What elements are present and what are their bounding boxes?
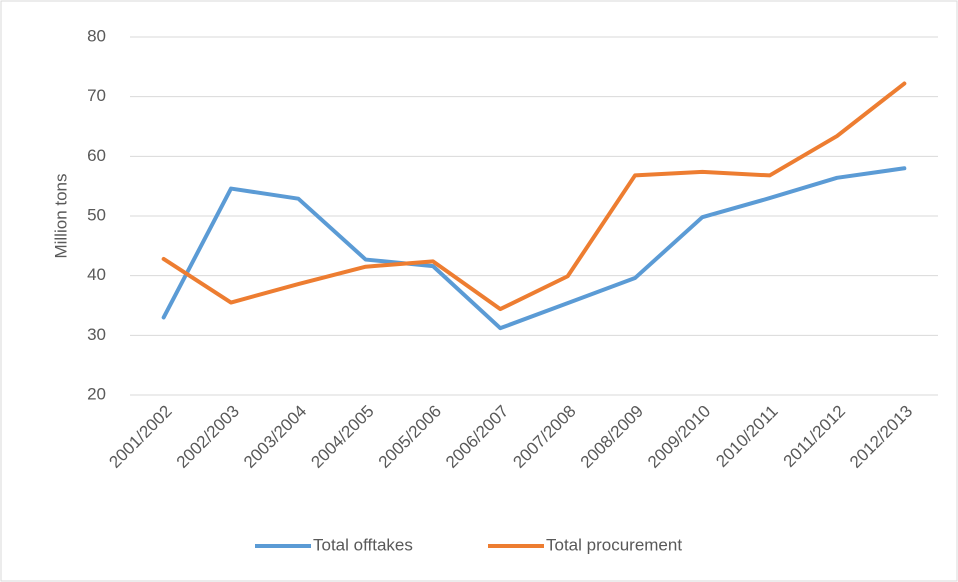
y-tick-label: 80: [87, 26, 106, 45]
series-line: [161, 166, 907, 331]
y-tick-label: 60: [87, 146, 106, 165]
y-tick-label: 40: [87, 265, 106, 284]
y-tick-label: 20: [87, 384, 106, 403]
legend-label: Total offtakes: [313, 535, 413, 554]
y-tick-label: 50: [87, 205, 106, 224]
legend-label: Total procurement: [546, 535, 682, 554]
y-axis-label: Million tons: [51, 173, 70, 258]
y-tick-label: 70: [87, 86, 106, 105]
y-tick-label: 30: [87, 325, 106, 344]
series-line: [161, 81, 907, 312]
